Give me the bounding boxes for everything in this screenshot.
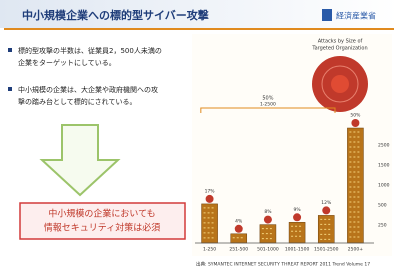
value-label: 12% (321, 200, 332, 206)
x-tick-label: 501-1000 (257, 247, 279, 253)
size-label: 1000 (378, 183, 390, 189)
x-tick-label: 251-500 (229, 247, 248, 253)
chart-title: Targeted Organization (311, 46, 367, 52)
value-label: 50% (350, 113, 361, 119)
x-tick-label: 1001-1500 (285, 247, 310, 253)
building (289, 222, 305, 243)
bullet-text: 中小規模の企業は、大企業や政府機関への攻 (18, 85, 158, 94)
callout-text: 情報セキュリティ対策は必須 (44, 222, 160, 234)
size-label: 1500 (378, 163, 390, 169)
value-label: 17% (205, 188, 216, 194)
page: 中小規模企業への標的型サイバー攻撃 経済産業省 標的型攻撃の半数は、従業員2，5… (0, 0, 398, 271)
building (231, 234, 247, 243)
target-dot (206, 195, 214, 203)
size-label: 500 (378, 203, 387, 209)
annotation-value: 50% (262, 96, 273, 102)
logo-mark (322, 9, 332, 21)
value-label: 8% (264, 209, 272, 215)
bullet-text: 標的型攻撃の半数は、従業員2，500人未満の (18, 46, 162, 55)
value-label: 9% (294, 207, 302, 213)
target-dot (322, 206, 330, 214)
chart-title: Attacks by Size of (318, 39, 363, 45)
slide: 中小規模企業への標的型サイバー攻撃 経済産業省 標的型攻撃の半数は、従業員2，5… (0, 0, 398, 271)
target-dot (293, 213, 301, 221)
title: 中小規模企業への標的型サイバー攻撃 (22, 8, 209, 22)
bullet (8, 87, 12, 91)
size-label: 250 (378, 223, 387, 229)
arrow (42, 125, 118, 195)
logo: 経済産業省 (336, 11, 376, 21)
callout-box (20, 203, 185, 239)
value-label: 4% (235, 218, 243, 224)
target-dot (351, 119, 359, 127)
bullet-text: 撃の踏み台として標的にされている。 (18, 97, 136, 106)
bullet-text: 企業をターゲットにしている。 (18, 58, 116, 67)
x-tick-label: 1501-2500 (314, 247, 339, 253)
source: 出典: SYMANTEC INTERNET SECURITY THREAT RE… (196, 261, 370, 268)
building (347, 128, 363, 243)
building (202, 204, 218, 243)
target-dot (264, 216, 272, 224)
x-tick-label: 1-250 (203, 247, 216, 253)
target-dot (235, 225, 243, 233)
bullet (8, 48, 12, 52)
x-tick-label: 2500+ (348, 247, 363, 253)
callout-text: 中小規模の企業においても (48, 208, 155, 220)
target-center (331, 75, 349, 93)
annotation-label: 1-2500 (260, 102, 276, 108)
size-label: 2500 (378, 143, 390, 149)
